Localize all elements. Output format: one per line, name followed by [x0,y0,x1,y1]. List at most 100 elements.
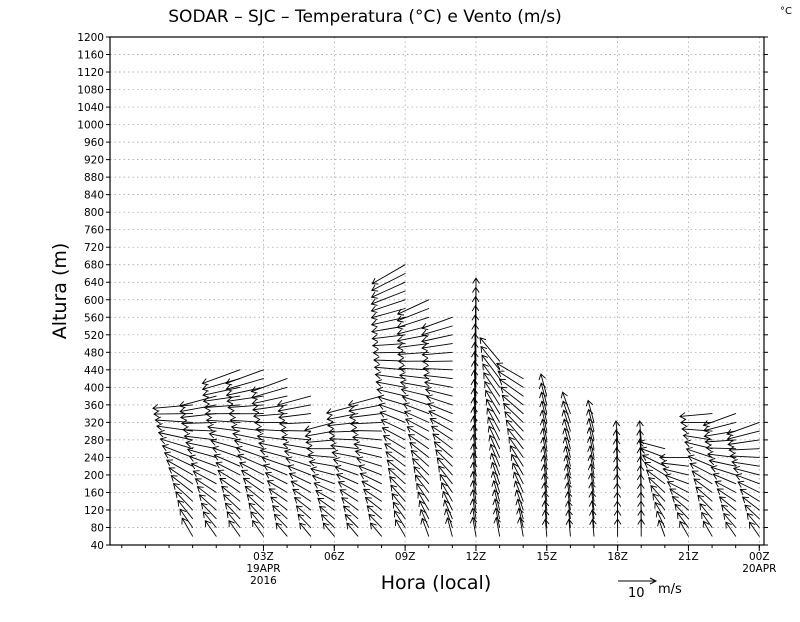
y-tick-label: 120 [84,505,104,517]
wind-vector [182,426,217,434]
wind-vector [381,426,406,441]
y-axis-ticks: 40 80 120 160 200 240 280 320 360 400 440 480 520 560… [77,32,768,552]
wind-vector [221,485,241,502]
y-tick-label: 200 [84,470,104,482]
wind-vector [285,456,312,467]
wind-vector [657,519,666,537]
wind-vector [540,436,548,458]
x-tick-label: 15Z [537,551,558,563]
wind-vector [679,412,713,420]
wind-vector [493,507,501,528]
wind-vector [203,403,241,411]
wind-vector [666,480,689,493]
wind-vector [498,378,524,397]
wind-vector [175,491,194,511]
y-tick-label: 1120 [77,67,104,79]
wind-vector [396,343,430,351]
wind-vector [723,512,737,528]
wind-vector [226,511,241,528]
wind-vector [317,497,335,511]
wind-vector [250,386,288,400]
wind-vector [588,490,596,511]
wind-vector [480,345,501,371]
wind-vector [714,480,737,493]
chart-title: SODAR – SJC – Temperatura (°C) e Vento (… [168,7,561,27]
wind-vector [443,499,453,520]
wind-vector [541,463,549,485]
wind-vector [387,467,406,485]
wind-vector [246,494,264,511]
wind-vector [708,457,737,467]
wind-vector [436,457,453,476]
wind-vector [273,513,288,528]
wind-vector [504,411,524,432]
wind-vector [655,510,666,528]
wind-vector [588,472,596,493]
wind-vector [259,448,288,458]
y-tick-label: 440 [84,365,104,377]
legend-unit: m/s [658,582,682,597]
wind-vector [483,372,501,397]
wind-vector [587,454,595,476]
wind-vector [641,454,666,467]
wind-vector [746,512,760,528]
wind-barbs [152,264,760,537]
wind-vector [511,462,524,485]
wind-vector [405,418,430,432]
wind-vector [728,446,760,454]
wind-vector [613,437,621,458]
wind-vector [297,513,312,528]
wind-vector [471,360,479,388]
wind-vector [275,522,288,537]
wind-vector [482,363,501,388]
wind-vector [205,416,241,425]
wind-vector [371,341,406,350]
wind-vector [484,380,501,406]
wind-vector [396,308,430,323]
wind-vector [512,471,524,493]
wind-vector [371,334,406,342]
wind-vector [263,463,288,476]
wind-vector [348,404,382,414]
wind-vector [266,480,288,493]
wind-vector [364,496,382,511]
wind-vector [469,489,478,511]
wind-vector [487,425,501,450]
wind-vector [488,434,501,458]
wind-vector [250,511,264,528]
wind-vector [682,432,713,441]
wind-vector [470,378,479,406]
wind-vector [679,418,713,427]
wind-vector [196,486,217,502]
y-tick-label: 480 [84,347,104,359]
wind-vector [427,402,453,415]
wind-vector [398,364,430,373]
wind-vector [178,395,217,409]
wind-vector [310,466,335,476]
wind-vector [729,452,760,460]
wind-vector [370,299,406,313]
wind-vector [357,464,382,476]
wind-vector [363,488,382,502]
wind-vector [250,378,288,394]
wind-vector [413,466,430,485]
wind-vector [272,505,288,520]
wind-vector [315,489,335,502]
wind-vector [469,507,478,528]
wind-vector [361,480,382,493]
wind-vector [699,503,713,520]
wind-vector [277,404,312,414]
wind-vector [470,396,478,423]
wind-vector [650,485,666,502]
wind-vector [200,502,217,520]
wind-vector [369,522,382,537]
wind-vector [471,350,479,380]
legend-value: 10 [628,586,645,601]
wind-vector [403,410,430,423]
wind-vector [278,413,312,421]
y-tick-label: 280 [84,435,104,447]
wind-vector [587,463,596,485]
wind-vector [409,441,430,458]
wind-vector [370,316,406,328]
wind-vector [541,491,549,511]
